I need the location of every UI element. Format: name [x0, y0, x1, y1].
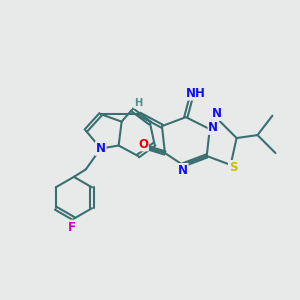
Text: NH: NH: [186, 87, 206, 100]
Text: O: O: [138, 137, 148, 151]
Text: N: N: [178, 164, 188, 177]
Text: H: H: [134, 98, 142, 108]
Text: F: F: [68, 220, 76, 233]
Text: N: N: [96, 142, 106, 155]
Text: N: N: [208, 121, 218, 134]
Text: S: S: [229, 161, 237, 174]
Text: N: N: [212, 107, 222, 120]
